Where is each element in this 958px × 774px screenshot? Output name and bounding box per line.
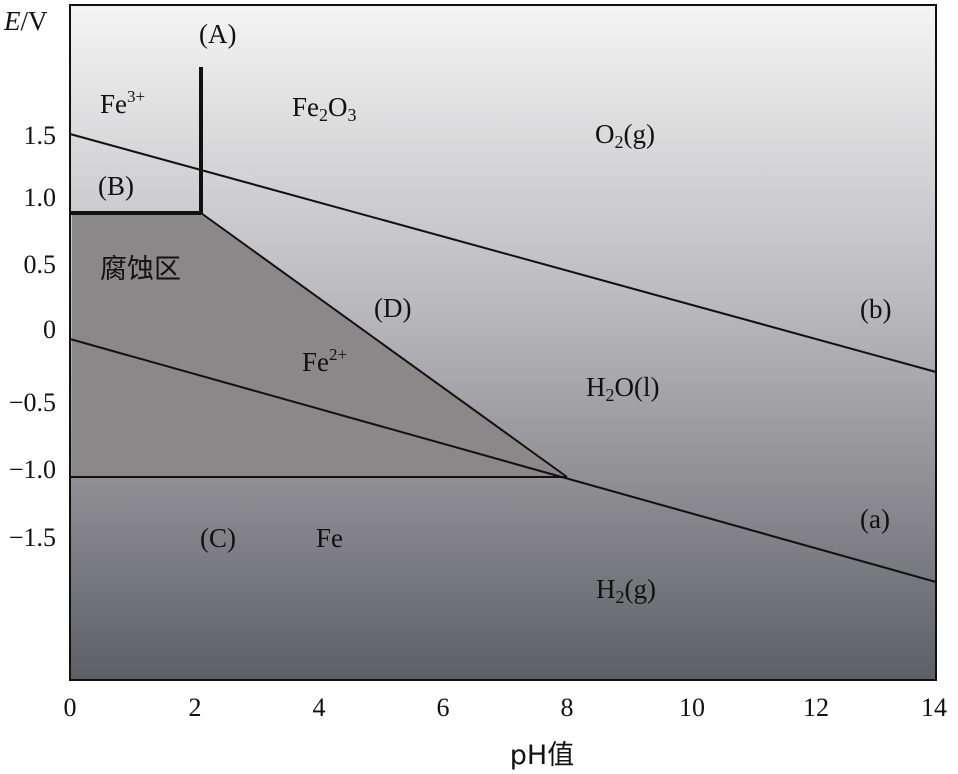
x-tick-label: 12: [803, 693, 829, 722]
y-tick-label: −0.5: [9, 388, 56, 417]
label-h2-region: H2(g): [596, 574, 656, 607]
x-tick-label: 6: [437, 693, 450, 722]
y-axis-label: E/V: [3, 6, 48, 36]
label-fe2-region: Fe2+: [302, 345, 347, 377]
label-line-a: (a): [860, 504, 890, 534]
y-tick-label: 1.0: [24, 183, 57, 212]
boundary-d: [200, 212, 568, 478]
x-tick-label: 4: [313, 693, 326, 722]
x-axis-label: pH值: [510, 740, 574, 771]
line-a: [69, 338, 937, 583]
line-b: [69, 133, 937, 373]
label-h2o-region: H2O(l): [586, 372, 659, 405]
label-o2-region: O2(g): [595, 119, 655, 152]
x-tick-labels: 0 2 4 6 8 10 12 14: [64, 693, 948, 722]
corrosion-region: [72, 213, 567, 477]
x-tick-label: 8: [561, 693, 574, 722]
x-tick-label: 14: [921, 693, 947, 722]
y-tick-label: −1.0: [9, 455, 56, 484]
label-line-b: (b): [860, 294, 891, 324]
y-tick-labels: 1.5 1.0 0.5 0 −0.5 −1.0 −1.5: [9, 121, 56, 552]
label-c-boundary: (C): [200, 523, 236, 553]
x-tick-label: 0: [64, 693, 77, 722]
label-fe2o3-region: Fe2O3: [292, 92, 357, 125]
label-b-boundary: (B): [98, 171, 134, 201]
y-tick-label: 1.5: [24, 121, 57, 150]
label-a-boundary: (A): [199, 19, 236, 49]
x-tick-label: 10: [679, 693, 705, 722]
y-tick-label: 0.5: [24, 250, 57, 279]
x-tick-label: 2: [189, 693, 202, 722]
label-fe-region: Fe: [316, 523, 343, 553]
y-tick-label: 0: [43, 315, 56, 344]
y-tick-label: −1.5: [9, 523, 56, 552]
label-corrosion-zone: 腐蚀区: [100, 254, 181, 285]
label-d-boundary: (D): [374, 293, 411, 323]
label-fe3-region: Fe3+: [100, 87, 145, 119]
